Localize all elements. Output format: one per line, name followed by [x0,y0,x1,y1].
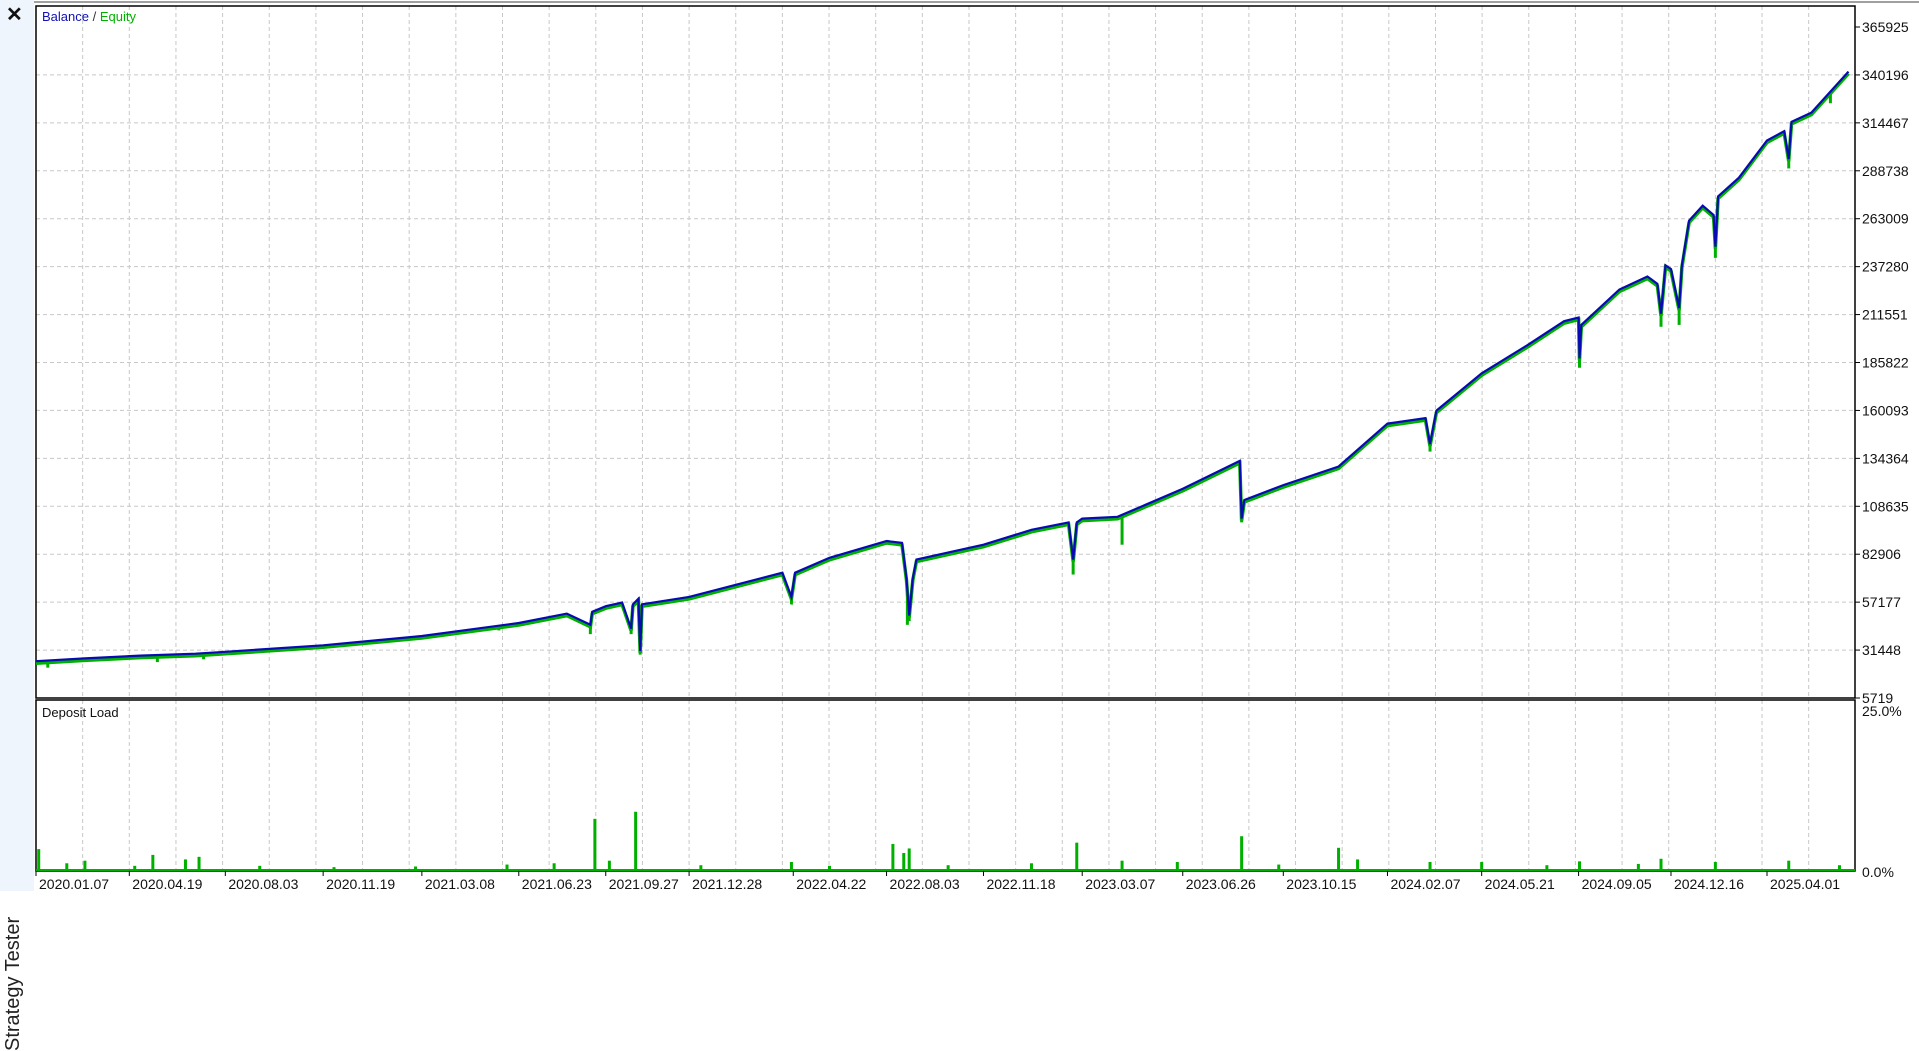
deposit-load-bar [1428,861,1432,871]
top-divider [34,1,1919,3]
deposit-load-bar [907,848,911,871]
deposit-load-bar [151,854,155,871]
deposit-load-bar [699,865,703,871]
deposit-load-frame [35,699,1856,872]
x-tick-label: 2021.12.28 [692,876,762,891]
deposit-load-bar [65,863,69,871]
deposit-load-bar [607,860,611,871]
x-tick-label: 2024.05.21 [1485,876,1555,891]
x-tick-label: 2022.04.22 [796,876,866,891]
legend-balance: Balance [42,9,89,24]
deposit-load-bar [1337,847,1341,871]
x-tick-label: 2021.09.27 [609,876,679,891]
deposit-load-bar [1277,864,1281,871]
equity-line [35,72,1850,665]
y-tick-label: 31448 [1862,642,1901,658]
x-tick-label: 2024.02.07 [1390,876,1460,891]
x-tick-label: 2025.04.01 [1770,876,1840,891]
y-tick-label: 365925 [1862,19,1909,35]
deposit-load-bar [197,856,201,871]
x-tick-label: 2022.08.03 [890,876,960,891]
deposit-load-bar [946,865,950,871]
x-tick-label: 2020.11.19 [326,876,395,891]
deposit-load-title: Deposit Load [42,705,119,720]
y-tick-label: 134364 [1862,450,1909,466]
close-icon[interactable]: ✕ [6,4,23,26]
y-tick-label: 108635 [1862,498,1909,514]
deposit-load-bar [1240,836,1244,871]
deposit-load-bar [1120,860,1124,871]
deposit-load-bar [183,859,187,871]
x-tick-label: 2021.06.23 [522,876,592,891]
deposit-load-bar [1577,861,1581,871]
deposit-load-bar [1075,842,1079,871]
deposit-load-bar [902,852,906,871]
y-tick-label: 263009 [1862,211,1909,227]
deposit-load-bar [1545,865,1549,871]
deposit-load-bar [1713,861,1717,871]
balance-equity-chart: 365925 340196 314467 288738 263009 237280 2115… [35,5,1909,891]
deposit-load-bar [414,866,418,871]
y-tick-label: 57177 [1862,594,1901,610]
deposit-load-bar [891,843,895,871]
x-tick-label: 2023.06.26 [1186,876,1256,891]
deposit-load-bar [1175,861,1179,871]
y-tick-label: 0.0% [1862,864,1894,880]
x-tick-label: 2020.08.03 [228,876,298,891]
deposit-load-bar [332,867,336,871]
deposit-load-bar [37,849,41,871]
legend-equity: Equity [99,9,136,24]
deposit-load-bar [1837,865,1841,871]
x-tick-label: 2023.10.15 [1286,876,1356,891]
y-tick-label: 340196 [1862,67,1909,83]
y-tick-label: 5719 [1862,690,1893,706]
main-chart-frame [35,5,1856,699]
y-tick-label: 211551 [1862,307,1908,323]
x-tick-label: 2024.09.05 [1582,876,1652,891]
y-tick-label: 288738 [1862,163,1909,179]
x-tick-label: 2022.11.18 [986,876,1055,891]
legend-separator: / [88,9,100,24]
chart-legend: Balance / Equity [42,9,136,24]
x-tick-label: 2023.03.07 [1085,876,1155,891]
y-tick-label: 314467 [1862,115,1909,131]
deposit-load-bar [258,865,262,871]
deposit-load-bar [789,861,793,871]
deposit-load-bar [593,818,597,871]
deposit-load-bar [505,864,509,871]
deposit-load-bar [1787,860,1791,871]
grid [36,6,1860,871]
panel-title: Strategy Tester [2,916,24,1051]
x-tick-label: 2020.04.19 [132,876,202,891]
y-tick-label: 185822 [1862,355,1909,371]
strategy-tester-side-panel: ✕ Strategy Tester [0,0,34,1051]
deposit-load-bar [827,865,831,871]
x-tick-label: 2020.01.07 [39,876,109,891]
deposit-load-bar [1356,859,1360,871]
deposit-load-bar [634,811,638,871]
y-tick-label: 237280 [1862,259,1909,275]
balance-line [35,70,1850,663]
y-tick-label: 160093 [1862,402,1909,418]
x-tick-label: 2021.03.08 [425,876,495,891]
deposit-load-bar [83,860,87,871]
deposit-load-bar [1029,863,1033,871]
deposit-load-bar [1636,863,1640,871]
deposit-load-bar [1480,861,1484,871]
y-tick-label: 82906 [1862,546,1901,562]
deposit-load-bar [552,863,556,871]
y-tick-label: 25.0% [1862,703,1902,719]
deposit-load-bar [133,865,137,871]
deposit-load-bar [1659,858,1663,871]
x-tick-label: 2024.12.16 [1674,876,1744,891]
